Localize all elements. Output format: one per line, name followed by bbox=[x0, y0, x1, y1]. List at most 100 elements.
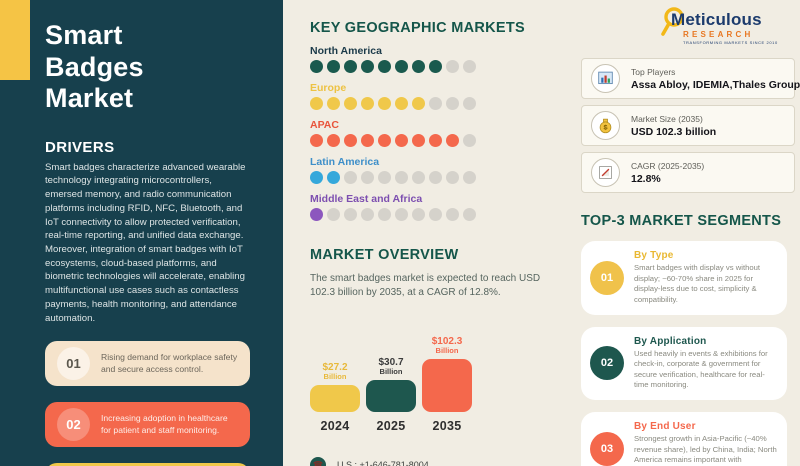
rating-dot bbox=[463, 171, 476, 184]
rating-dot bbox=[310, 171, 323, 184]
bar-2025 bbox=[366, 380, 416, 412]
rating-dot bbox=[446, 60, 459, 73]
stat-label: CAGR (2025-2035) bbox=[631, 160, 705, 171]
bar-2024 bbox=[310, 385, 360, 412]
bar-column-2025: $30.7 Billion bbox=[366, 357, 416, 412]
segments-heading: TOP-3 MARKET SEGMENTS bbox=[581, 213, 782, 229]
right-column: Meticulous RESEARCH TRANSFORMING MARKETS… bbox=[570, 0, 800, 466]
magnifier-icon bbox=[661, 7, 684, 36]
market-size-bar-chart: $27.2 Billion $30.7 Billion $102.3 Billi… bbox=[310, 316, 570, 412]
phone-number: U.S.: +1-646-781-8004 bbox=[337, 460, 429, 466]
region-label: Middle East and Africa bbox=[310, 193, 423, 205]
driver-number-badge: 02 bbox=[57, 408, 90, 442]
drivers-paragraph: Smart badges characterize advanced weara… bbox=[45, 161, 246, 324]
chart-x-axis: 2024 2025 2035 bbox=[310, 419, 570, 433]
rating-dot bbox=[310, 208, 323, 221]
bar-value-label: $30.7 bbox=[378, 356, 404, 368]
rating-dot bbox=[327, 171, 340, 184]
rating-dot bbox=[361, 208, 374, 221]
rating-dot bbox=[429, 134, 442, 147]
segment-number-badge: 02 bbox=[590, 346, 624, 381]
region-label: North America bbox=[310, 45, 382, 57]
market-overview-heading: MARKET OVERVIEW bbox=[310, 247, 459, 263]
region-label: Europe bbox=[310, 82, 347, 94]
market-overview-text: The smart badges market is expected to r… bbox=[310, 273, 541, 298]
segment-card-by-end-user: 03 By End User Strongest growth in Asia-… bbox=[581, 412, 787, 466]
rating-dot bbox=[395, 134, 408, 147]
region-rating-dots bbox=[310, 97, 570, 110]
year-label: 2024 bbox=[320, 419, 350, 433]
bar-value-label: $102.3 bbox=[431, 335, 463, 347]
rating-dot bbox=[412, 60, 425, 73]
rating-dot bbox=[310, 97, 323, 110]
region-europe: Europe bbox=[310, 82, 570, 110]
segment-title: By End User bbox=[634, 421, 696, 432]
svg-text:$: $ bbox=[603, 123, 607, 132]
bar-unit-label: Billion bbox=[379, 366, 403, 376]
bar-column-2035: $102.3 Billion bbox=[422, 336, 472, 412]
logo-tagline: TRANSFORMING MARKETS SINCE 2010 bbox=[683, 40, 778, 45]
meticulous-research-logo: Meticulous RESEARCH TRANSFORMING MARKETS… bbox=[661, 7, 789, 52]
rating-dot bbox=[395, 97, 408, 110]
driver-text: Rising demand for workplace safety and s… bbox=[101, 352, 238, 374]
segment-number-badge: 03 bbox=[590, 431, 624, 466]
rating-dot bbox=[310, 60, 323, 73]
rating-dot bbox=[378, 97, 391, 110]
rating-dot bbox=[361, 60, 374, 73]
region-rating-dots bbox=[310, 171, 570, 184]
year-label: 2025 bbox=[376, 419, 406, 433]
rating-dot bbox=[344, 97, 357, 110]
rating-dot bbox=[344, 60, 357, 73]
segment-card-by-type: 01 By Type Smart badges with display vs … bbox=[581, 241, 787, 315]
rating-dot bbox=[446, 97, 459, 110]
segment-text: Smart badges with display vs without dis… bbox=[634, 263, 761, 304]
geo-markets-heading: KEY GEOGRAPHIC MARKETS bbox=[310, 20, 525, 36]
region-rating-dots bbox=[310, 60, 570, 73]
contact-block: ☎ U.S.: +1-646-781-8004 ✉ sales@meticulo… bbox=[310, 457, 570, 466]
logo-sub-text: RESEARCH bbox=[683, 30, 754, 39]
bar-value-label: $27.2 bbox=[322, 361, 348, 373]
driver-card-3: 03 Growing popularity in large-scale eve… bbox=[45, 463, 250, 466]
stat-value: Assa Abloy, IDEMIA,Thales Group bbox=[631, 78, 800, 91]
logo-brand-text: Meticulous bbox=[671, 10, 762, 29]
rating-dot bbox=[429, 97, 442, 110]
bar-column-2024: $27.2 Billion bbox=[310, 362, 360, 412]
rating-dot bbox=[463, 134, 476, 147]
rating-dot bbox=[429, 208, 442, 221]
region-rating-dots bbox=[310, 134, 570, 147]
rating-dot bbox=[344, 208, 357, 221]
stat-label: Market Size (2035) bbox=[631, 113, 703, 124]
region-rating-dots bbox=[310, 208, 570, 221]
rating-dot bbox=[446, 134, 459, 147]
stat-value: USD 102.3 billion bbox=[631, 125, 717, 138]
rating-dot bbox=[344, 171, 357, 184]
phone-link[interactable]: ☎ U.S.: +1-646-781-8004 bbox=[310, 457, 570, 466]
rating-dot bbox=[327, 60, 340, 73]
rating-dot bbox=[395, 171, 408, 184]
year-label: 2035 bbox=[432, 419, 462, 433]
top-players-card: Top Players Assa Abloy, IDEMIA,Thales Gr… bbox=[581, 58, 800, 99]
driver-card-1: 01 Rising demand for workplace safety an… bbox=[45, 341, 250, 387]
stat-label: Top Players bbox=[631, 66, 676, 77]
rating-dot bbox=[446, 208, 459, 221]
market-size-card: $ Market Size (2035) USD 102.3 billion bbox=[581, 105, 795, 146]
rating-dot bbox=[412, 134, 425, 147]
bar-chart-icon bbox=[591, 64, 620, 93]
bar-2035 bbox=[422, 359, 472, 412]
region-apac: APAC bbox=[310, 119, 570, 147]
rating-dot bbox=[412, 171, 425, 184]
rating-dot bbox=[327, 208, 340, 221]
rating-dot bbox=[463, 60, 476, 73]
rating-dot bbox=[463, 208, 476, 221]
rating-dot bbox=[361, 97, 374, 110]
rating-dot bbox=[446, 171, 459, 184]
rating-dot bbox=[378, 208, 391, 221]
rating-dot bbox=[310, 134, 323, 147]
rating-dot bbox=[378, 134, 391, 147]
driver-card-2: 02 Increasing adoption in healthcare for… bbox=[45, 402, 250, 448]
segment-title: By Application bbox=[634, 335, 707, 347]
cagr-card: CAGR (2025-2035) 12.8% bbox=[581, 152, 795, 193]
rating-dot bbox=[429, 171, 442, 184]
region-label: APAC bbox=[310, 119, 339, 131]
